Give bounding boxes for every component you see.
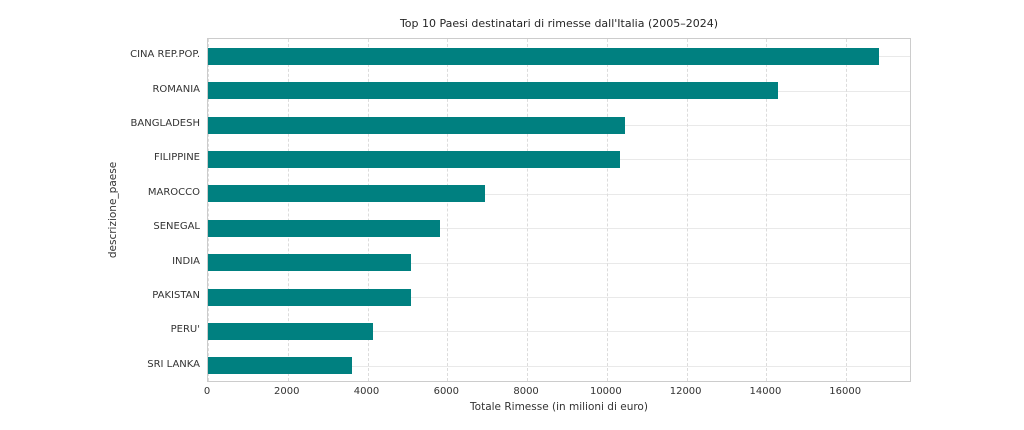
vertical-gridline (766, 39, 768, 381)
ytick-label-sri-lanka: SRI LANKA (147, 358, 200, 370)
xtick-label-4000: 4000 (353, 386, 380, 397)
xtick-label-8000: 8000 (513, 386, 539, 397)
bar-senegal (208, 219, 441, 237)
ytick-label-india: INDIA (172, 255, 200, 267)
horizontal-gridline (208, 365, 910, 367)
ytick-label-marocco: MAROCCO (147, 186, 200, 198)
xtick-label-6000: 6000 (433, 386, 460, 397)
vertical-gridline (367, 39, 369, 381)
ytick-label-pakistan: PAKISTAN (152, 290, 200, 301)
vertical-gridline (287, 39, 289, 381)
horizontal-gridline (208, 262, 910, 264)
bar-bangladesh (208, 116, 625, 134)
ytick-label-senegal: SENEGAL (153, 221, 200, 233)
horizontal-gridline (208, 297, 910, 298)
x-axis-label: Totale Rimesse (in milioni di euro) (470, 401, 648, 413)
plot-area (207, 38, 911, 382)
xtick-label-10000: 10000 (589, 386, 622, 397)
vertical-gridline (606, 39, 608, 381)
bar-cina-rep-pop (208, 47, 880, 65)
bar-sri-lanka (208, 357, 352, 375)
ytick-label-peru: PERU' (170, 324, 200, 336)
bar-pakistan (208, 288, 411, 306)
y-axis-label: descrizione_paese (107, 161, 119, 259)
horizontal-gridline (208, 228, 910, 230)
vertical-gridline (846, 39, 848, 381)
xtick-label-16000: 16000 (829, 386, 862, 397)
vertical-gridline (527, 39, 529, 381)
horizontal-gridline (208, 331, 910, 333)
bar-india (208, 254, 412, 272)
bar-romania (208, 82, 779, 100)
xtick-label-12000: 12000 (669, 386, 702, 397)
horizontal-gridline (208, 193, 910, 195)
bar-filippine (208, 150, 621, 168)
ytick-label-bangladesh: BANGLADESH (130, 118, 200, 129)
bar-peru (208, 322, 374, 340)
vertical-gridline (447, 39, 449, 381)
ytick-label-romania: ROMANIA (152, 83, 200, 95)
ytick-label-cina-rep-pop: CINA REP.POP. (130, 49, 200, 61)
chart-title: Top 10 Paesi destinatari di rimesse dall… (399, 17, 719, 30)
vertical-gridline (686, 39, 688, 381)
vertical-gridline (208, 39, 209, 381)
xtick-label-14000: 14000 (749, 386, 782, 397)
xtick-label-2000: 2000 (274, 386, 300, 397)
bar-marocco (208, 185, 486, 203)
ytick-label-filippine: FILIPPINE (153, 152, 200, 164)
xtick-label-0: 0 (203, 386, 211, 397)
